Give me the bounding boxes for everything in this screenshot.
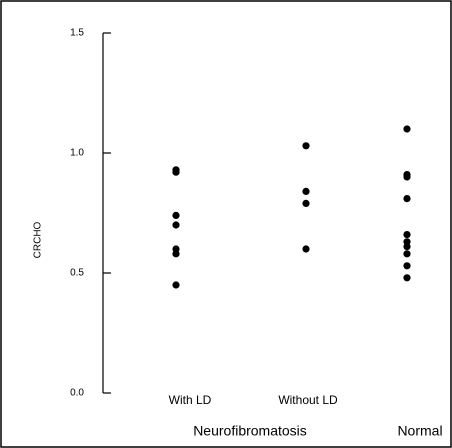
data-point (172, 221, 180, 229)
data-point (403, 231, 411, 239)
data-point (172, 250, 180, 258)
data-point (403, 262, 411, 270)
data-point (403, 250, 411, 258)
data-point (172, 168, 180, 176)
y-tick-label: 0.5 (70, 268, 84, 279)
data-point (302, 199, 310, 207)
data-point (302, 187, 310, 195)
y-tick-label: 1.0 (70, 148, 84, 159)
y-tick-label: 0.0 (70, 388, 84, 399)
data-point (403, 195, 411, 203)
y-axis-label: CRCHO (33, 221, 44, 258)
data-point (403, 173, 411, 181)
data-point (302, 245, 310, 253)
data-point (403, 274, 411, 282)
data-point (403, 243, 411, 251)
y-tick-label: 1.5 (70, 28, 84, 39)
data-point (302, 142, 310, 150)
data-point (172, 211, 180, 219)
x-tick-label: Without LD (278, 393, 338, 407)
x-tick-label: Normal (397, 423, 442, 439)
data-point (172, 281, 180, 289)
data-point (403, 125, 411, 133)
x-tick-label: With LD (169, 393, 212, 407)
group-label: Neurofibromatosis (193, 423, 307, 439)
